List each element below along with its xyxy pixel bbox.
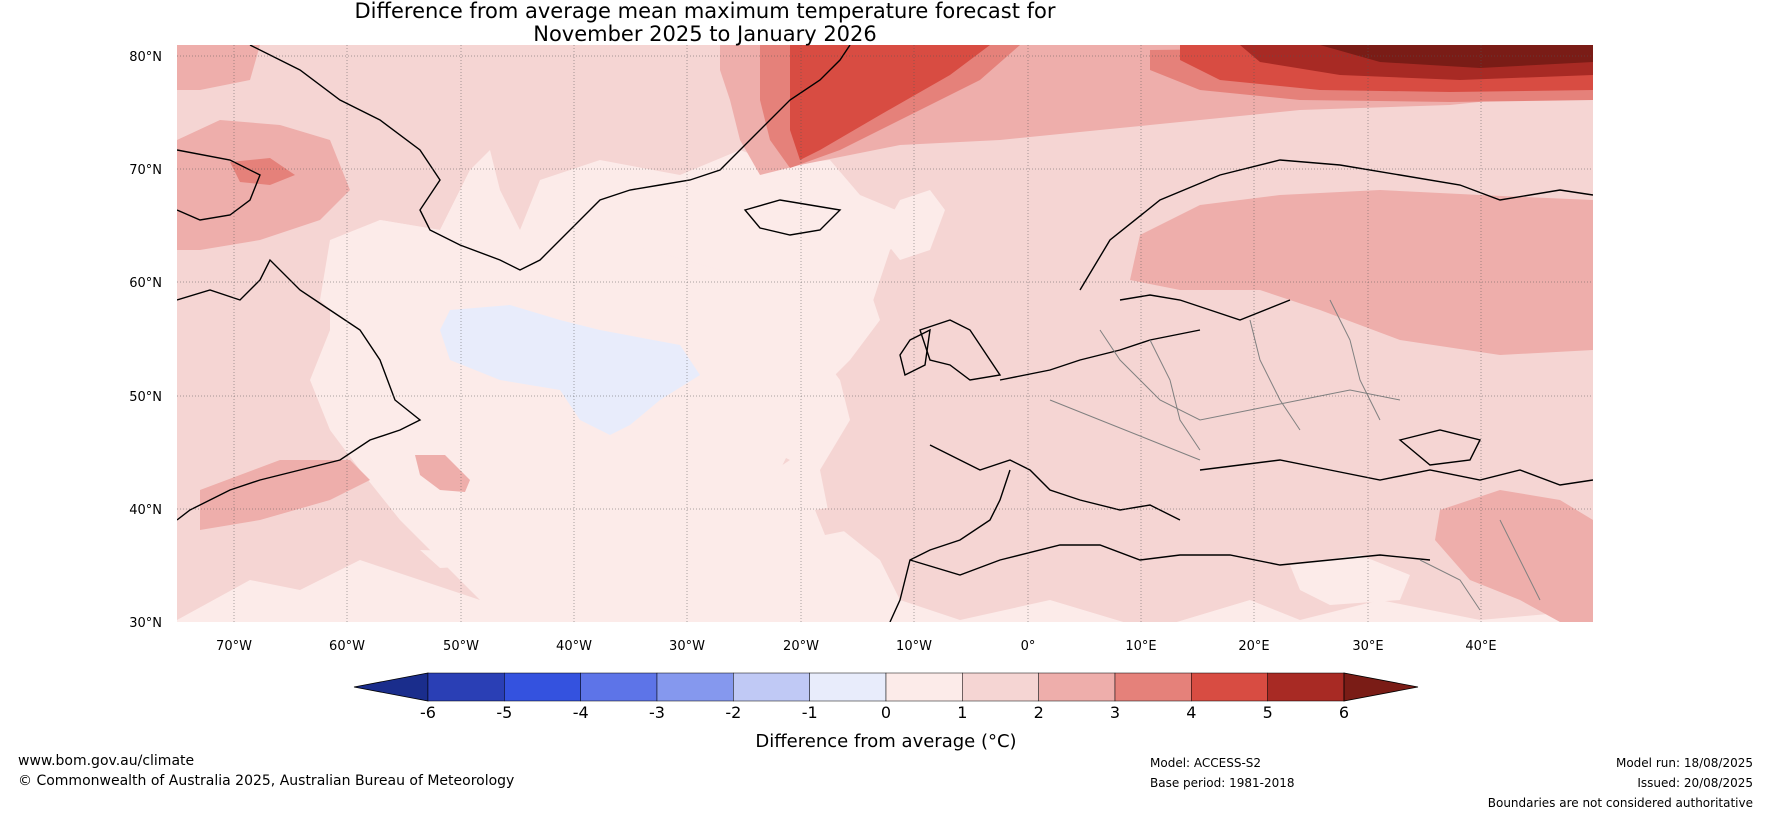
- colorbar-bin: [962, 672, 1039, 702]
- lat-label: 60°N: [129, 276, 162, 291]
- colorbar-tick-label: 3: [1110, 703, 1120, 722]
- lon-label: 20°W: [783, 639, 819, 654]
- colorbar-bin: [580, 672, 658, 702]
- title-line-2: November 2025 to January 2026: [533, 22, 877, 46]
- colorbar-bin: [809, 672, 887, 702]
- lon-label: 40°W: [556, 639, 592, 654]
- lon-label: 10°W: [896, 639, 932, 654]
- colorbar-extend-high: [1343, 672, 1419, 702]
- country-borders: [1049, 299, 1541, 611]
- colorbar-tick-label: 4: [1186, 703, 1196, 722]
- colorbar-tick-labels: -6 -5 -4 -3 -2 -1 0 1 2 3 4 5 6: [420, 703, 1349, 722]
- colorbar-tick-label: 6: [1339, 703, 1349, 722]
- colorbar-tick-label: -2: [725, 703, 741, 722]
- colorbar-bin: [1191, 672, 1268, 702]
- colorbar-bin: [656, 672, 734, 702]
- colorbar-label: Difference from average (°C): [755, 731, 1016, 752]
- latitude-labels: 80°N 70°N 60°N 50°N 40°N 30°N: [129, 50, 162, 631]
- colorbar-tick-label: 5: [1263, 703, 1273, 722]
- lon-label: 30°W: [669, 639, 705, 654]
- colorbar-bins: [427, 672, 1345, 702]
- colorbar-extend-low: [353, 672, 429, 702]
- anomaly-neg-1-0: [440, 305, 700, 435]
- longitude-labels: 70°W 60°W 50°W 40°W 30°W 20°W 10°W 0° 10…: [216, 639, 1497, 654]
- lon-label: 10°E: [1125, 639, 1156, 654]
- colorbar-bin: [427, 672, 505, 702]
- colorbar-bin: [504, 672, 581, 702]
- graticule: [177, 45, 1593, 622]
- lat-label: 80°N: [129, 50, 162, 65]
- colorbar-tick-label: -6: [420, 703, 436, 722]
- lat-label: 40°N: [129, 503, 162, 518]
- colorbar-tick-label: -1: [802, 703, 818, 722]
- anomaly-above-6: [1320, 45, 1593, 68]
- colorbar-tick-label: 0: [881, 703, 891, 722]
- lon-label: 30°E: [1352, 639, 1383, 654]
- colorbar-bin: [1038, 672, 1116, 702]
- colorbar-tick-label: -5: [496, 703, 512, 722]
- anomaly-0-1-north: [880, 190, 945, 260]
- lat-label: 50°N: [129, 390, 162, 405]
- lon-label: 60°W: [329, 639, 365, 654]
- footer-website[interactable]: www.bom.gov.au/climate: [18, 753, 195, 769]
- lon-label: 0°: [1021, 639, 1036, 654]
- footer-model: Model: ACCESS-S2: [1150, 756, 1262, 770]
- map-title: Difference from average mean maximum tem…: [0, 0, 1410, 46]
- colorbar-bin: [885, 672, 963, 702]
- colorbar-tick-label: -4: [573, 703, 589, 722]
- colorbar-tick-label: 1: [957, 703, 967, 722]
- colorbar-bin: [1267, 672, 1345, 702]
- colorbar-bin: [733, 672, 810, 702]
- anomaly-0-1-azores: [420, 550, 495, 568]
- lat-label: 30°N: [129, 616, 162, 631]
- anomaly-0-1-east-med: [1290, 555, 1410, 605]
- coastlines: [177, 45, 1593, 622]
- colorbar-tick-label: 2: [1034, 703, 1044, 722]
- footer-issued: Issued: 20/08/2025: [1637, 776, 1753, 790]
- lon-label: 70°W: [216, 639, 252, 654]
- footer-model-run: Model run: 18/08/2025: [1615, 756, 1753, 770]
- lon-label: 50°W: [443, 639, 479, 654]
- footer-base-period: Base period: 1981-2018: [1150, 776, 1295, 790]
- footer-copyright: © Commonwealth of Australia 2025, Austra…: [18, 773, 515, 789]
- lon-label: 40°E: [1465, 639, 1496, 654]
- colorbar-tick-label: -3: [649, 703, 665, 722]
- title-line-1: Difference from average mean maximum tem…: [354, 0, 1056, 23]
- map-panel: [177, 45, 1593, 622]
- lon-label: 20°E: [1238, 639, 1269, 654]
- colorbar: -6 -5 -4 -3 -2 -1 0 1 2 3 4 5 6 Difference from aver…: [353, 672, 1419, 752]
- lat-label: 70°N: [129, 163, 162, 178]
- footer-disclaimer: Boundaries are not considered authoritat…: [1487, 796, 1753, 810]
- colorbar-bin: [1114, 672, 1192, 702]
